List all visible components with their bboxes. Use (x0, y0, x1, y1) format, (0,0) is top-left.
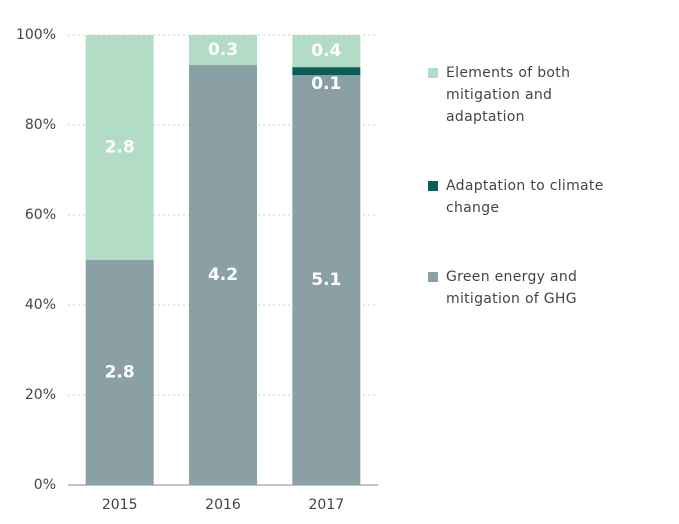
data-label: 2.8 (105, 138, 135, 158)
bar-segment (292, 67, 361, 76)
y-tick-label: 0% (34, 477, 56, 493)
data-label: 4.2 (208, 265, 238, 285)
bar-segment (292, 35, 361, 68)
x-tick-label: 2017 (309, 497, 345, 513)
legend-item: Adaptation to climate change (428, 175, 618, 219)
y-tick-label: 100% (16, 27, 56, 43)
legend-label: Elements of both mitigation and adaptati… (446, 65, 571, 125)
data-label: 0.3 (208, 40, 238, 60)
legend-label: Green energy and mitigation of GHG (446, 269, 578, 307)
bar-segment (189, 65, 257, 485)
data-label: 2.8 (105, 363, 135, 383)
data-label: 0.4 (311, 41, 341, 61)
legend-item: Green energy and mitigation of GHG (428, 266, 618, 310)
x-tick-label: 2016 (205, 497, 241, 513)
legend-swatch (428, 68, 438, 78)
data-label: 5.1 (311, 270, 341, 290)
bar-segment (189, 35, 257, 65)
legend-item: Elements of both mitigation and adaptati… (428, 62, 618, 128)
y-tick-label: 40% (25, 297, 56, 313)
legend-swatch (428, 181, 438, 191)
legend-swatch (428, 272, 438, 282)
legend-label: Adaptation to climate change (446, 178, 604, 216)
legend: Elements of both mitigation and adaptati… (428, 62, 618, 357)
y-tick-label: 20% (25, 387, 56, 403)
bar-segment (292, 75, 361, 485)
data-label: 0.1 (311, 74, 341, 94)
y-tick-label: 80% (25, 117, 56, 133)
x-tick-label: 2015 (102, 497, 138, 513)
bar-segment (85, 260, 154, 485)
y-tick-label: 60% (25, 207, 56, 223)
bar-segment (85, 35, 154, 260)
